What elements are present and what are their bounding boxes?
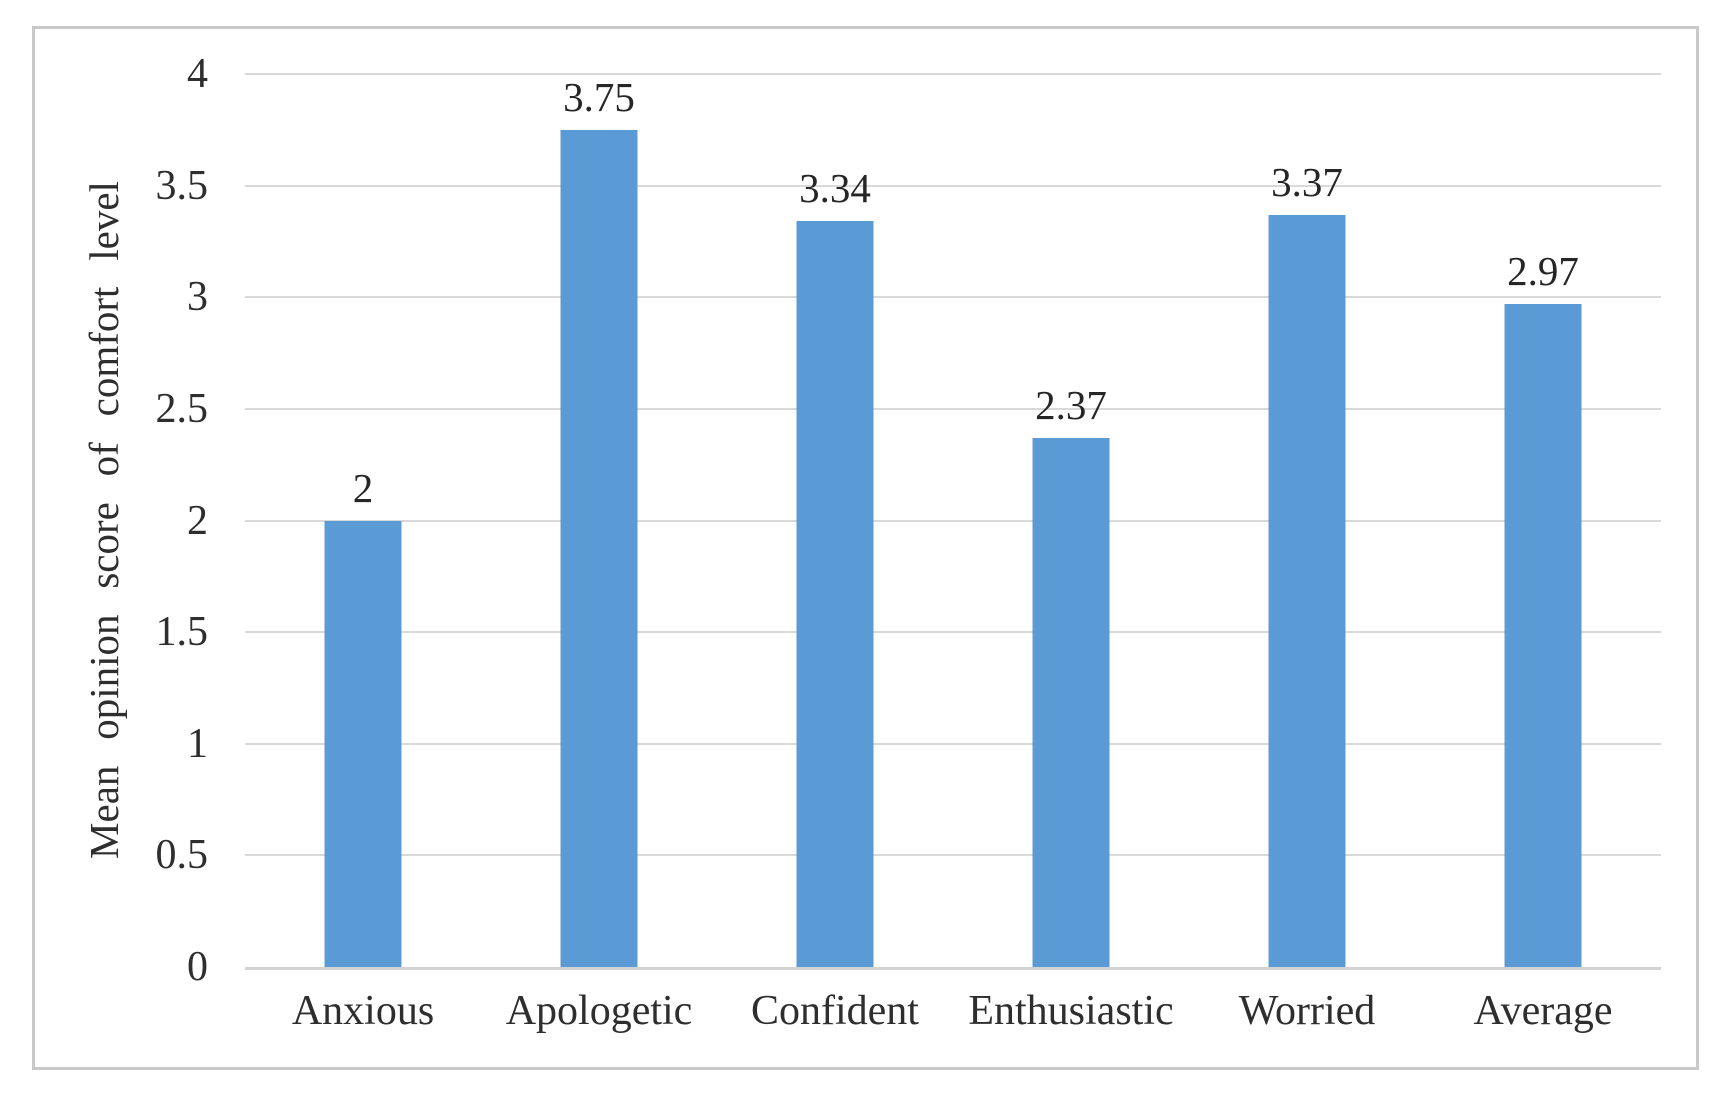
bar-slot: 3.37 bbox=[1189, 74, 1425, 967]
gridline bbox=[245, 631, 1661, 634]
y-tick-label: 4 bbox=[187, 51, 208, 97]
bar-average bbox=[1504, 303, 1582, 967]
gridline bbox=[245, 73, 1661, 75]
gridline bbox=[245, 184, 1661, 187]
y-tick-label: 3 bbox=[187, 274, 208, 321]
bar-slot: 2.97 bbox=[1425, 74, 1661, 967]
y-axis-tick-labels: 4 3.5 3 2.5 2 1.5 1 0.5 0 bbox=[90, 53, 209, 988]
gridline bbox=[245, 742, 1661, 745]
bar-value-label: 2.97 bbox=[1507, 247, 1579, 294]
bar-slot: 3.75 bbox=[481, 74, 717, 967]
bar-slot: 3.34 bbox=[717, 74, 953, 967]
x-category-label-average: Average bbox=[1473, 988, 1613, 1034]
bar-worried bbox=[1268, 214, 1346, 967]
x-category-label-anxious: Anxious bbox=[291, 988, 435, 1034]
bar-slot: 2 bbox=[245, 74, 481, 967]
y-tick-label: 0 bbox=[187, 944, 208, 990]
y-tick-label: 2 bbox=[187, 497, 208, 544]
bar-confident bbox=[796, 221, 874, 967]
bar-value-label: 3.37 bbox=[1271, 158, 1343, 205]
x-category-label-enthusiastic: Enthusiastic bbox=[968, 988, 1174, 1034]
y-tick-label: 1 bbox=[187, 720, 208, 767]
y-tick-label: 0.5 bbox=[155, 832, 209, 879]
x-category-label-confident: Confident bbox=[751, 988, 919, 1034]
bar-value-label: 2 bbox=[352, 464, 374, 511]
plot-area: 2 3.75 3.34 2.37 3.37 2.97 bbox=[245, 73, 1661, 970]
x-axis-category-labels: Anxious Apologetic Confident Enthusiastic Wo… bbox=[245, 988, 1661, 1034]
x-category-label-worried: Worried bbox=[1238, 988, 1376, 1034]
bar-apologetic bbox=[560, 129, 638, 967]
gridline bbox=[245, 296, 1661, 299]
bar-value-label: 3.75 bbox=[563, 73, 635, 120]
gridline bbox=[245, 519, 1661, 522]
gridline bbox=[245, 407, 1661, 410]
bar-slot: 2.37 bbox=[953, 74, 1189, 967]
bar-value-label: 3.34 bbox=[799, 165, 871, 212]
y-tick-label: 2.5 bbox=[155, 385, 209, 432]
y-tick-label: 1.5 bbox=[155, 609, 209, 656]
y-tick-label: 3.5 bbox=[155, 162, 209, 209]
x-category-label-apologetic: Apologetic bbox=[505, 988, 693, 1034]
bar-enthusiastic bbox=[1032, 437, 1110, 967]
gridline bbox=[245, 854, 1661, 857]
bars-row: 2 3.75 3.34 2.37 3.37 2.97 bbox=[245, 74, 1661, 967]
bar-value-label: 2.37 bbox=[1035, 381, 1107, 428]
bar-anxious bbox=[324, 520, 402, 967]
